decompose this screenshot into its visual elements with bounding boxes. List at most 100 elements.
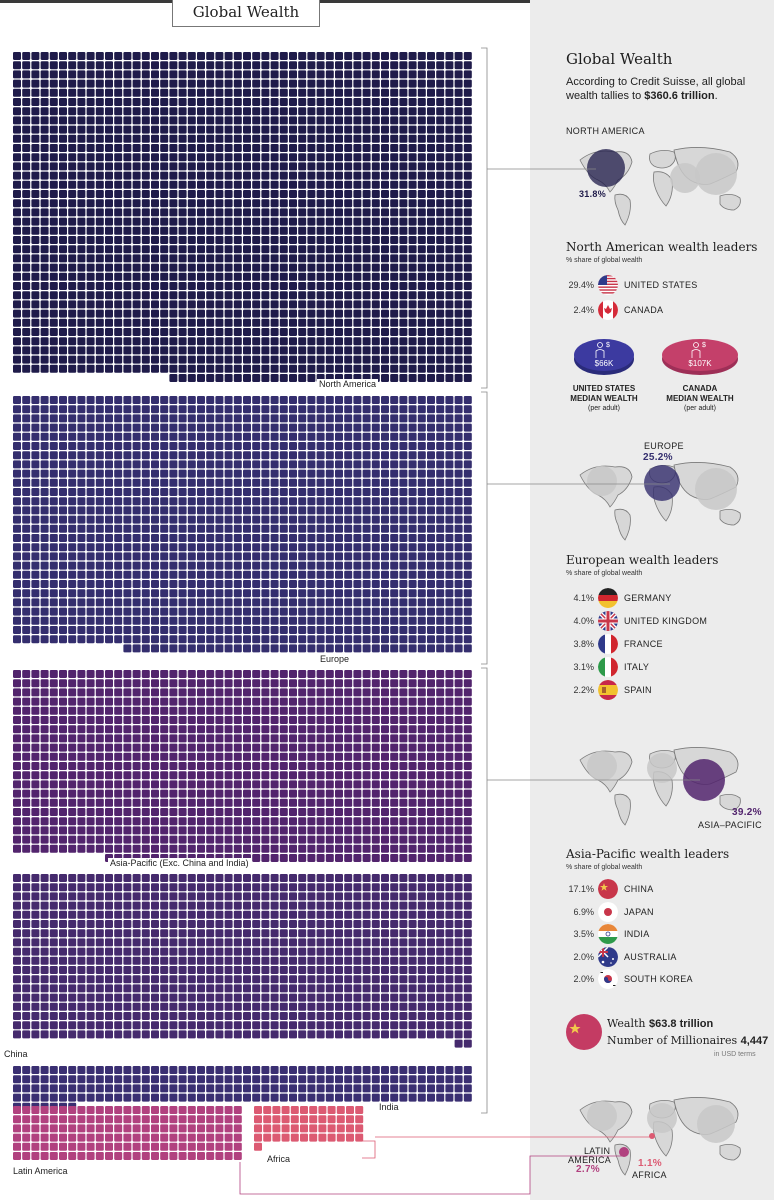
waffle-cell <box>13 789 21 798</box>
waffle-cell <box>335 245 343 254</box>
waffle-cell <box>123 993 132 1002</box>
waffle-cell <box>77 984 86 993</box>
waffle-cell <box>86 1012 95 1020</box>
waffle-cell <box>22 460 31 469</box>
waffle-cell <box>381 245 389 254</box>
waffle-cell <box>224 697 233 706</box>
waffle-cell <box>362 1002 371 1011</box>
waffle-cell <box>463 300 472 309</box>
waffle-cell <box>31 405 40 414</box>
waffle-cell <box>160 984 169 993</box>
waffle-cell <box>279 524 288 533</box>
waffle-cell <box>381 263 389 272</box>
waffle-cell <box>206 1002 215 1011</box>
waffle-cell <box>316 552 325 561</box>
waffle-cell <box>31 798 40 807</box>
waffle-cell <box>22 808 31 816</box>
waffle-cell <box>436 725 445 734</box>
waffle-cell <box>169 688 178 697</box>
waffle-cell <box>22 162 31 171</box>
waffle-cell <box>298 817 307 826</box>
waffle-cell <box>49 442 58 450</box>
waffle-cell <box>261 910 270 919</box>
waffle-cell <box>224 607 233 616</box>
waffle-cell <box>270 300 279 309</box>
waffle-cell <box>215 910 224 919</box>
waffle-cell <box>445 107 454 116</box>
waffle-cell <box>123 190 132 198</box>
waffle-cell <box>187 780 196 789</box>
waffle-cell <box>417 910 426 919</box>
waffle-cell <box>399 826 408 835</box>
waffle-cell <box>178 107 187 116</box>
waffle-cell <box>86 543 95 552</box>
waffle-cell <box>40 706 49 715</box>
waffle-cell <box>206 488 215 496</box>
waffle-cell <box>206 543 215 552</box>
waffle-cell <box>381 524 389 533</box>
waffle-cell <box>252 423 261 432</box>
waffle-cell <box>399 570 408 579</box>
waffle-cell <box>270 346 279 355</box>
waffle-cell <box>307 497 316 506</box>
waffle-cell <box>344 309 353 318</box>
waffle-cell <box>206 171 215 180</box>
waffle-cell <box>454 561 463 570</box>
waffle-cell <box>298 697 307 706</box>
waffle-cell <box>114 396 123 404</box>
waffle-cell <box>206 697 215 706</box>
waffle-cell <box>49 616 58 625</box>
waffle-cell <box>270 835 279 844</box>
waffle-cell <box>289 451 297 460</box>
waffle-cell <box>197 688 205 697</box>
waffle-cell <box>160 396 169 404</box>
waffle-cell <box>22 337 31 346</box>
waffle-cell <box>316 236 325 244</box>
waffle-cell <box>344 263 353 272</box>
waffle-cell <box>86 318 95 327</box>
waffle-cell <box>169 1012 178 1020</box>
waffle-cell <box>160 734 169 743</box>
waffle-cell <box>95 670 104 678</box>
waffle-cell <box>307 883 316 892</box>
waffle-cell <box>298 580 307 588</box>
waffle-cell <box>427 405 435 414</box>
waffle-cell <box>141 478 150 487</box>
waffle-cell <box>151 826 159 835</box>
waffle-cell <box>270 396 279 404</box>
waffle-cell <box>344 993 353 1002</box>
waffle-cell <box>270 616 279 625</box>
waffle-cell <box>399 116 408 125</box>
waffle-cell <box>344 543 353 552</box>
waffle-cell <box>408 826 417 835</box>
waffle-cell <box>399 883 408 892</box>
waffle-cell <box>31 125 40 134</box>
waffle-cell <box>49 125 58 134</box>
waffle-cell <box>436 716 445 724</box>
waffle-cell <box>49 679 58 688</box>
waffle-cell <box>436 808 445 816</box>
waffle-cell <box>436 883 445 892</box>
waffle-cell <box>123 328 132 336</box>
waffle-cell <box>417 743 426 752</box>
waffle-cell <box>141 405 150 414</box>
waffle-cell <box>381 199 389 208</box>
waffle-cell <box>206 134 215 143</box>
waffle-cell <box>417 506 426 515</box>
waffle-cell <box>114 817 123 826</box>
waffle-cell <box>353 162 362 171</box>
waffle-cell <box>114 309 123 318</box>
waffle-cell <box>408 442 417 450</box>
waffle-cell <box>289 300 297 309</box>
waffle-cell <box>390 706 399 715</box>
waffle-cell <box>252 355 261 364</box>
waffle-cell <box>298 892 307 901</box>
waffle-cell <box>22 561 31 570</box>
waffle-cell <box>353 762 362 770</box>
waffle-cell <box>151 598 159 607</box>
waffle-cell <box>243 282 251 290</box>
waffle-cell <box>160 506 169 515</box>
waffle-cell <box>197 752 205 761</box>
waffle-cell <box>454 725 463 734</box>
waffle-cell <box>325 469 334 478</box>
